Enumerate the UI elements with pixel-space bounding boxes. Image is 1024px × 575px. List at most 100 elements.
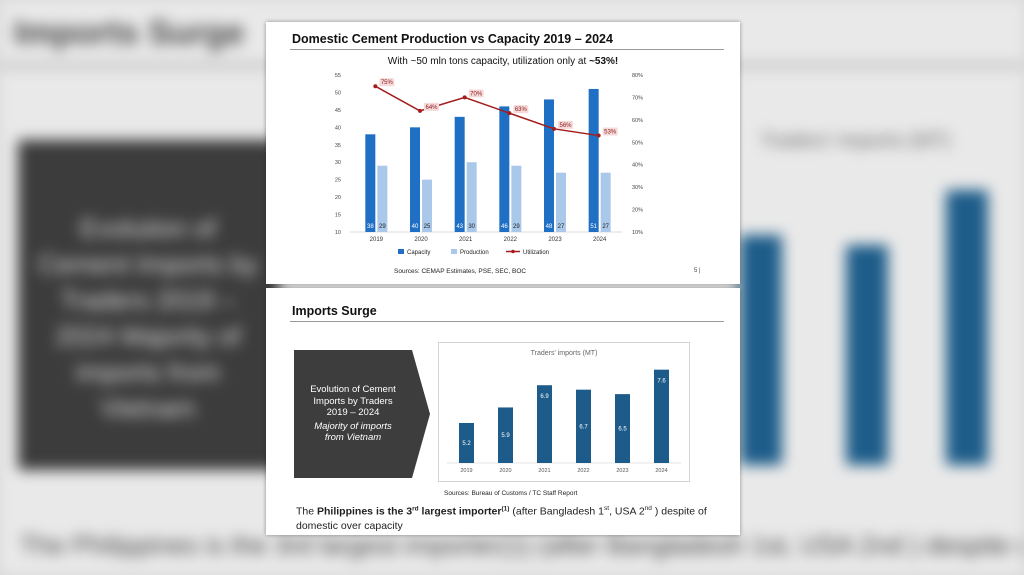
imports-bar <box>576 389 591 463</box>
arrow-italic-line: from Vietnam <box>324 432 382 444</box>
imports-chart: Traders' imports (MT) 5.2 2019 5.9 2020 6.9 20… <box>447 350 681 474</box>
x-tick-label: 2024 <box>593 237 607 243</box>
capacity-data-label: 40 <box>412 224 419 230</box>
y2-tick-label: 70% <box>632 95 643 101</box>
production-bar <box>466 162 477 232</box>
capacity-data-label: 46 <box>501 224 508 230</box>
production-bar <box>556 172 566 232</box>
background-bar <box>946 190 988 465</box>
production-bar <box>511 165 522 232</box>
production-bar <box>377 165 388 232</box>
utilization-label-bg <box>513 105 529 114</box>
x-tick-label: 2023 <box>616 468 628 474</box>
utilization-line <box>374 85 599 137</box>
capacity-data-label: 43 <box>456 224 463 230</box>
footnote-sup: st <box>604 505 610 512</box>
production-data-label: 25 <box>424 224 431 230</box>
imports-data-label: 6.5 <box>618 427 627 433</box>
utilization-label-bg <box>602 127 618 136</box>
y2-tick-label: 40% <box>632 163 643 169</box>
y2-tick-label: 60% <box>632 118 643 124</box>
chart-subtitle: With ~50 mln tons capacity, utilization … <box>266 56 740 67</box>
slide-title: Domestic Cement Production vs Capacity 2… <box>292 32 613 46</box>
footnote-text: The <box>296 505 318 518</box>
y-tick-label: 10 <box>335 230 341 236</box>
source-note: Sources: CEMAP Estimates, PSE, SEC, BOC <box>394 268 527 275</box>
production-data-label: 27 <box>602 224 609 230</box>
utilization-point <box>462 95 467 100</box>
imports-bar <box>498 407 513 463</box>
utilization-label-bg <box>558 120 573 129</box>
utilization-point <box>596 133 601 138</box>
capacity-bar <box>365 134 376 232</box>
utilization-data-label: 53% <box>604 130 617 136</box>
production-bar <box>422 179 432 232</box>
y2-tick-label: 30% <box>632 185 643 191</box>
capacity-data-label: 38 <box>367 224 374 230</box>
arrow-line: Imports by Traders <box>313 395 393 407</box>
background-box: Evolution of Cement Imports by Traders 2… <box>18 140 278 470</box>
capacity-bar <box>544 99 554 232</box>
y-tick-label: 15 <box>335 213 341 219</box>
slide-capacity: Domestic Cement Production vs Capacity 2… <box>266 22 740 284</box>
utilization-data-label: 70% <box>470 91 483 97</box>
y2-tick-label: 20% <box>632 208 643 214</box>
slide-imports: Imports Surge Evolution of Cement Import… <box>266 288 740 535</box>
y-tick-label: 55 <box>335 73 341 79</box>
title-rule <box>290 321 724 322</box>
footnote-bold: largest importer <box>418 505 502 518</box>
utilization-label-bg <box>424 102 439 111</box>
imports-bar <box>537 385 552 463</box>
legend-swatch-production <box>451 249 457 254</box>
capacity-bar <box>588 88 599 232</box>
production-data-label: 29 <box>513 224 520 230</box>
production-data-label: 30 <box>468 224 475 230</box>
x-tick-label: 2019 <box>460 468 472 474</box>
utilization-point <box>507 111 512 116</box>
footnote: The Philippines is the 3rd largest impor… <box>296 502 726 533</box>
y-tick-label: 45 <box>335 108 341 114</box>
legend-label-utilization: Utilization <box>523 250 549 256</box>
arrow-callout-text: Evolution of Cement Imports by Traders 2… <box>294 350 412 478</box>
x-tick-label: 2023 <box>548 237 562 243</box>
imports-data-label: 5.9 <box>501 433 510 439</box>
x-tick-label: 2020 <box>499 468 511 474</box>
arrow-callout <box>294 350 430 478</box>
footnote-sup: rd <box>412 505 419 512</box>
footnote-sup: nd <box>644 505 652 512</box>
title-rule <box>290 49 724 50</box>
y-tick-label: 40 <box>335 125 341 131</box>
legend-label-production: Production <box>460 250 489 256</box>
y-tick-label: 30 <box>335 160 341 166</box>
x-tick-label: 2020 <box>414 237 428 243</box>
arrow-line: Evolution of Cement <box>310 384 396 396</box>
x-tick-label: 2024 <box>655 468 667 474</box>
chart-title: Traders' imports (MT) <box>531 350 598 357</box>
imports-bar <box>459 423 474 463</box>
production-bar <box>600 172 611 232</box>
y2-tick-label: 80% <box>632 73 643 79</box>
utilization-point <box>418 108 422 113</box>
y2-tick-label: 10% <box>632 230 643 236</box>
x-tick-label: 2021 <box>459 237 473 243</box>
footnote-text: , USA 2 <box>609 505 645 518</box>
imports-chart-panel: Traders' imports (MT) 5.2 2019 5.9 2020 6.9 20… <box>438 342 690 482</box>
imports-data-label: 5.2 <box>462 441 471 447</box>
x-tick-label: 2022 <box>577 468 589 474</box>
footnote-bold: Philippines is the 3 <box>317 505 413 518</box>
capacity-data-label: 51 <box>590 224 597 230</box>
footnote-text: (after Bangladesh 1 <box>509 505 604 518</box>
source-note: Sources: Bureau of Customs / TC Staff Re… <box>444 490 578 497</box>
slide-title: Imports Surge <box>292 304 377 318</box>
utilization-data-label: 64% <box>425 105 438 111</box>
x-tick-label: 2021 <box>538 468 550 474</box>
background-caption: Traders' imports (MT) <box>760 130 951 152</box>
legend-swatch-capacity <box>398 249 404 254</box>
utilization-point <box>552 126 556 131</box>
utilization-data-label: 75% <box>381 80 394 86</box>
capacity-chart: 10 15 20 25 30 35 40 45 50 55 10% 20% 30% 40% 50% 60% 70… <box>335 73 643 256</box>
imports-data-label: 6.7 <box>579 424 588 430</box>
x-tick-label: 2022 <box>504 237 518 243</box>
utilization-point <box>373 84 378 89</box>
y-tick-label: 35 <box>335 143 341 149</box>
